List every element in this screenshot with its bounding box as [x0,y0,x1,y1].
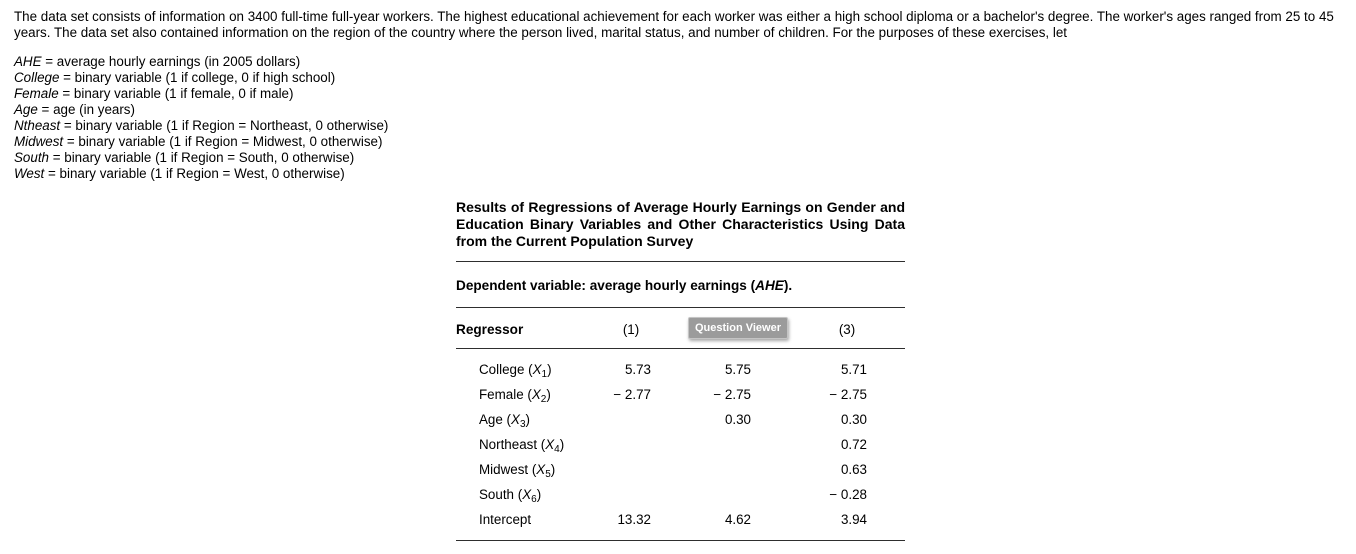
dependent-note-prefix: Dependent variable: average hourly earni… [456,278,756,293]
value-col3: − 2.75 [829,387,867,402]
variable-definitions: AHE = average hourly earnings (in 2005 d… [14,54,388,182]
definition-term: South [14,150,49,165]
definition-text: = binary variable (1 if Region = West, 0… [44,166,345,181]
value-col3: 3.94 [840,512,867,527]
definition-line: West = binary variable (1 if Region = We… [14,166,388,182]
intro-paragraph: The data set consists of information on … [14,9,1334,40]
dependent-note-var: AHE [755,278,784,293]
definition-text: = binary variable (1 if college, 0 if hi… [59,70,336,85]
definition-term: AHE [14,54,42,69]
row-label: Midwest (X5) [479,462,556,480]
value-col2: 5.75 [724,362,751,377]
definition-line: Female = binary variable (1 if female, 0… [14,86,388,102]
definition-text: = age (in years) [37,102,135,117]
value-col3: − 0.28 [829,487,867,502]
value-col2: 4.62 [724,512,751,527]
table-rule-header-bottom [456,348,905,349]
table-rule-bottom [456,540,905,541]
table-row: Northeast (X4) 0.72 [456,432,905,457]
definition-term: Age [14,102,38,117]
definition-line: South = binary variable (1 if Region = S… [14,150,388,166]
column-header-1: (1) [622,322,640,337]
table-row: College (X1) 5.73 5.75 5.71 [456,357,905,382]
table-row: Intercept 13.32 4.62 3.94 [456,507,905,532]
table-header-row: Regressor (1) Question Viewer (3) [456,317,905,343]
definition-term: Midwest [14,134,64,149]
definition-line: College = binary variable (1 if college,… [14,70,388,86]
regression-results-table: Results of Regressions of Average Hourly… [456,199,905,544]
definition-text: = binary variable (1 if Region = Northea… [60,118,389,133]
table-title: Results of Regressions of Average Hourly… [456,199,905,250]
definition-text: = binary variable (1 if female, 0 if mal… [58,86,294,101]
table-rule-middle [456,307,905,308]
value-col3: 0.30 [840,412,867,427]
table-row: Midwest (X5) 0.63 [456,457,905,482]
definition-text: = binary variable (1 if Region = South, … [49,150,355,165]
question-viewer-button[interactable]: Question Viewer [688,317,788,339]
table-rule-top [456,261,905,262]
column-header-3: (3) [838,322,856,337]
definition-text: = average hourly earnings (in 2005 dolla… [41,54,301,69]
row-label: Northeast (X4) [479,437,565,455]
table-row: Female (X2) − 2.77 − 2.75 − 2.75 [456,382,905,407]
dependent-note-suffix: ). [783,278,793,293]
row-label: Intercept [479,512,532,527]
table-row: South (X6) − 0.28 [456,482,905,507]
value-col2: − 2.75 [713,387,751,402]
row-label: Female (X2) [479,387,551,405]
definition-line: AHE = average hourly earnings (in 2005 d… [14,54,388,70]
value-col3: 0.63 [840,462,867,477]
value-col1: − 2.77 [613,387,651,402]
definition-term: Female [14,86,59,101]
definition-line: Ntheast = binary variable (1 if Region =… [14,118,388,134]
row-label: Age (X3) [479,412,530,430]
dependent-variable-note: Dependent variable: average hourly earni… [456,277,792,294]
value-col3: 0.72 [840,437,867,452]
value-col1: 5.73 [624,362,651,377]
table-row: Age (X3) 0.30 0.30 [456,407,905,432]
row-label: College (X1) [479,362,552,380]
definition-term: West [14,166,45,181]
row-label: South (X6) [479,487,542,505]
definition-line: Midwest = binary variable (1 if Region =… [14,134,388,150]
definition-text: = binary variable (1 if Region = Midwest… [63,134,383,149]
value-col1: 13.32 [617,512,651,527]
definition-line: Age = age (in years) [14,102,388,118]
value-col3: 5.71 [840,362,867,377]
value-col2: 0.30 [724,412,751,427]
definition-term: College [14,70,60,85]
definition-term: Ntheast [14,118,61,133]
regressor-column-header: Regressor [456,322,524,337]
